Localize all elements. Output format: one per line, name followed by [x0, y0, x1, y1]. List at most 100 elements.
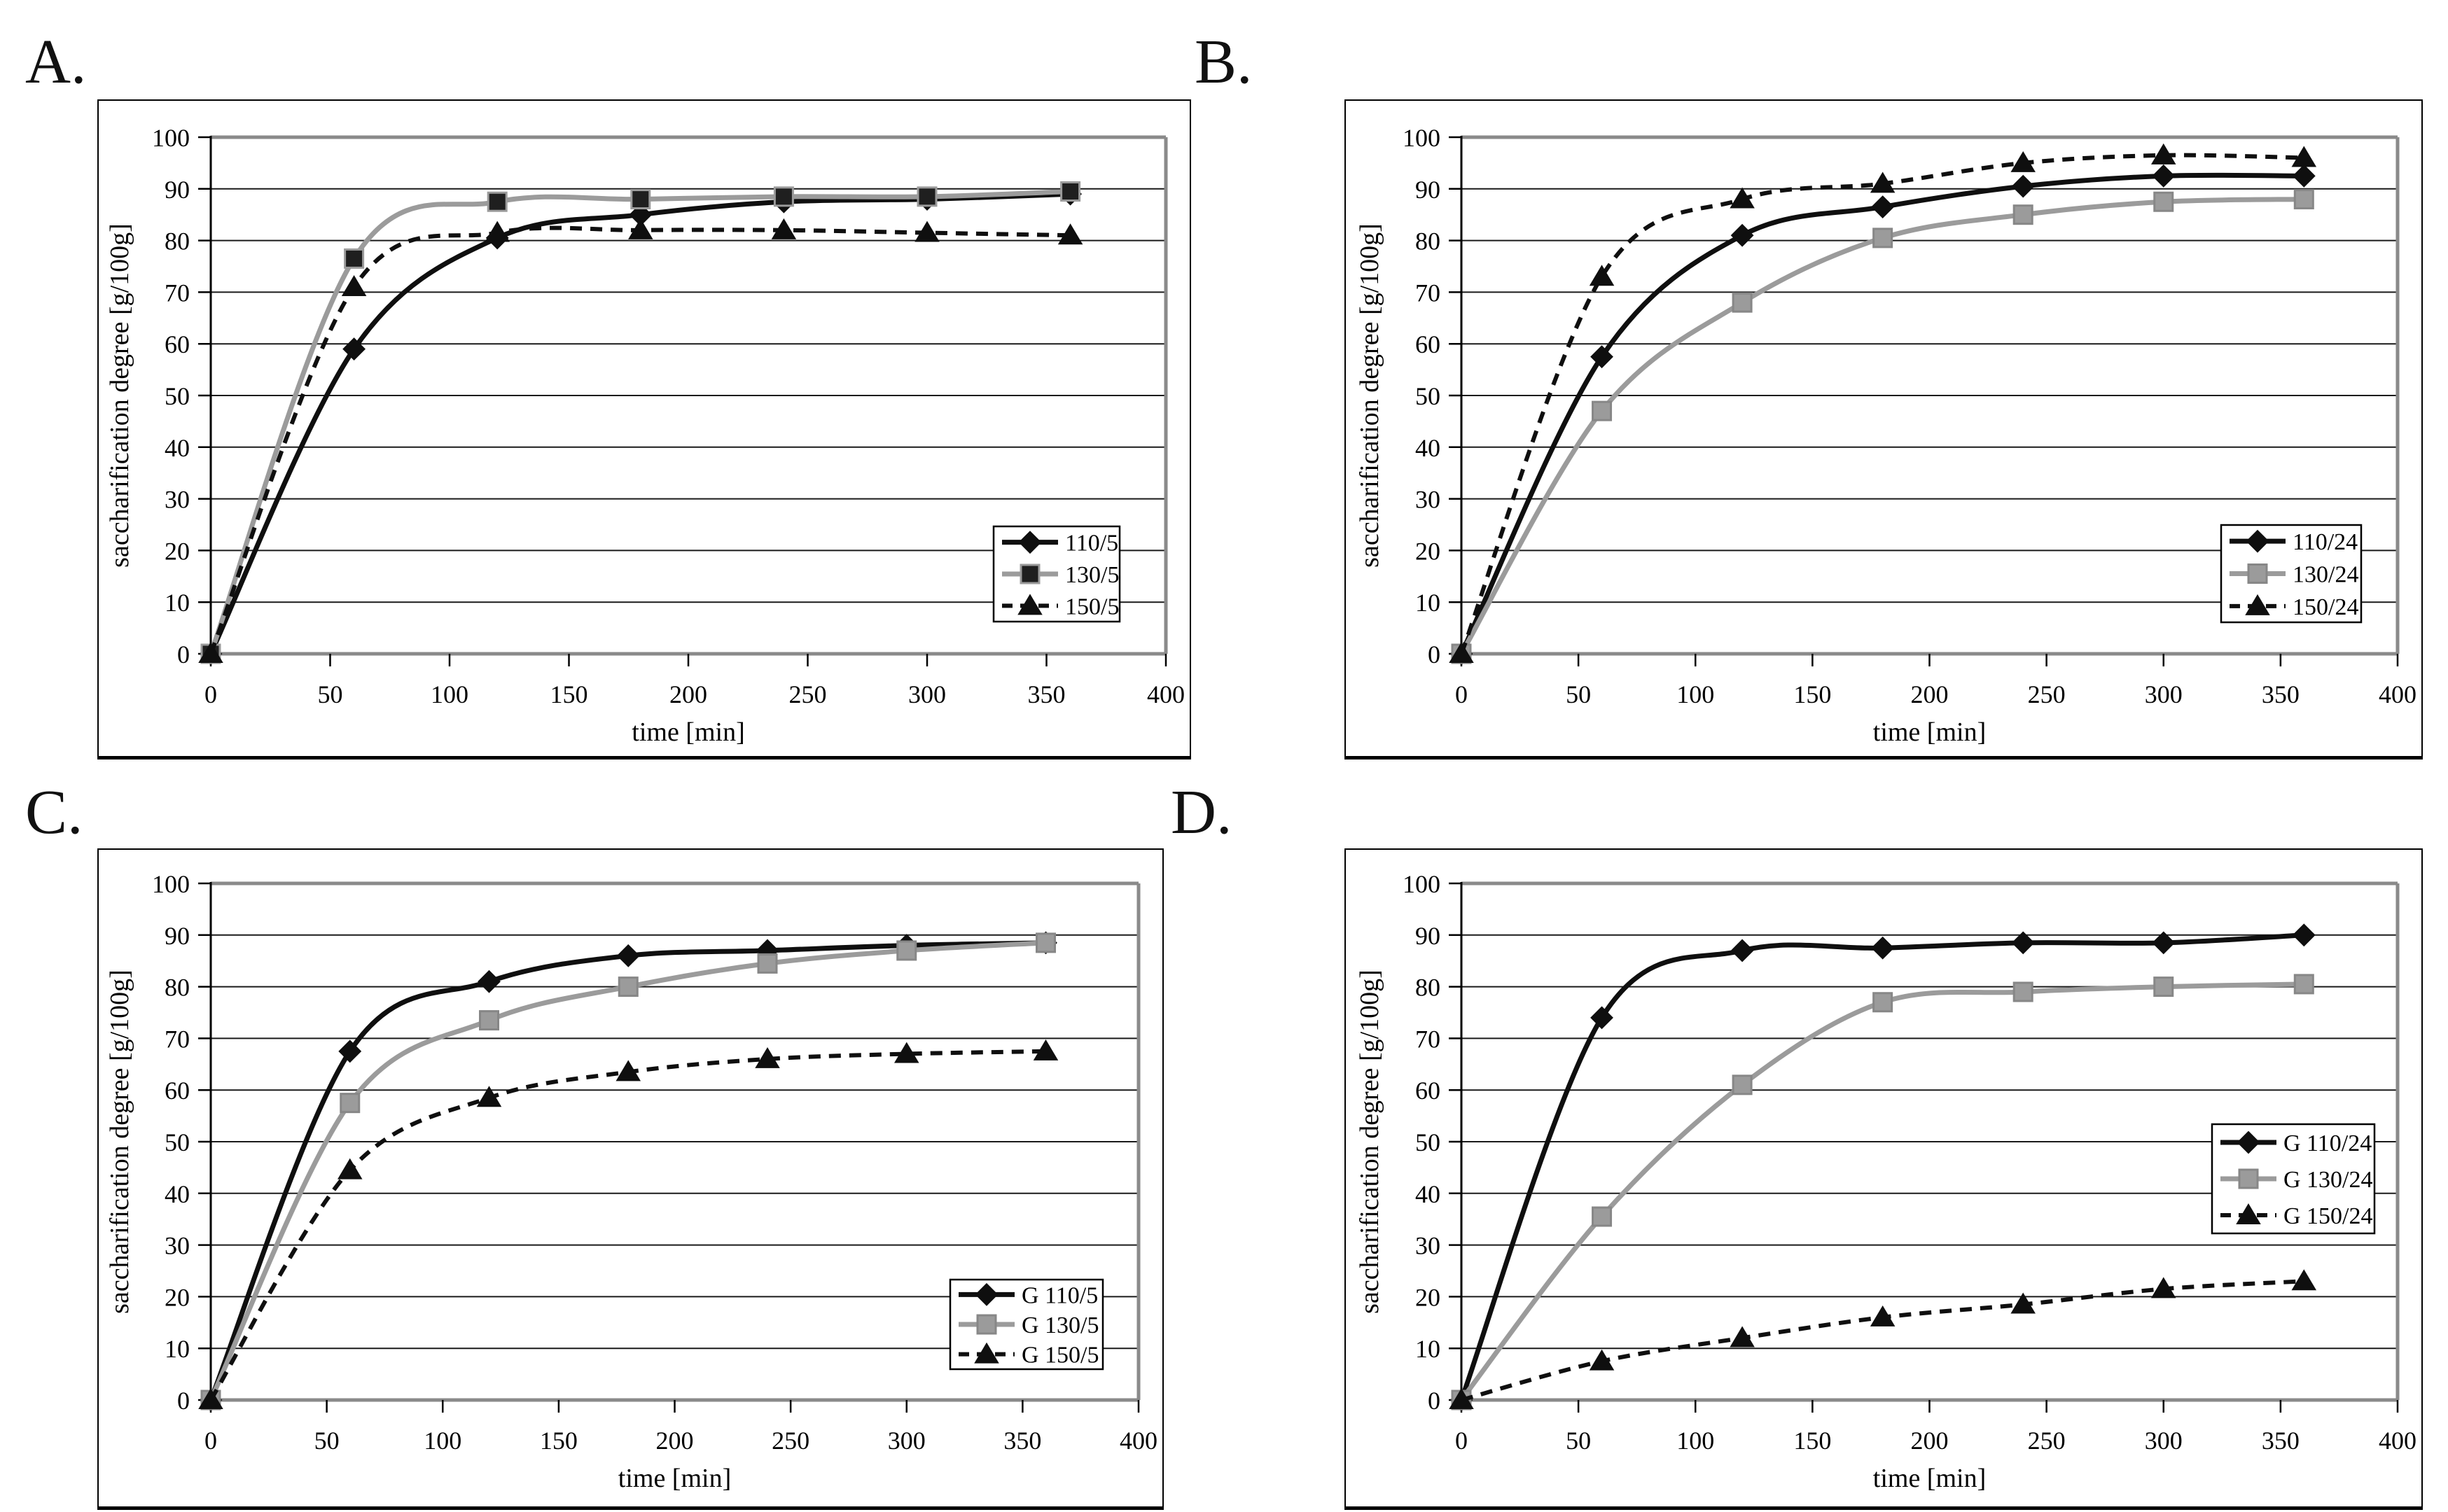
series-G130/24-markers — [1451, 974, 2314, 1410]
y-tick-label: 80 — [165, 974, 190, 1002]
square-marker — [1732, 292, 1753, 313]
series-G150/24-markers — [1449, 1269, 2317, 1409]
panel-label-b: B. — [1195, 27, 1253, 97]
x-tick-label: 250 — [789, 680, 827, 708]
diamond-marker — [2292, 164, 2316, 188]
square-marker — [630, 189, 651, 210]
y-tick-label: 90 — [165, 922, 190, 950]
y-tick-label: 100 — [152, 124, 190, 152]
triangle-marker — [2010, 1292, 2036, 1314]
diamond-marker — [1871, 195, 1895, 219]
square-marker — [2293, 974, 2314, 995]
x-tick-label: 300 — [2145, 680, 2183, 708]
triangle-marker — [1870, 1305, 1896, 1326]
x-tick-label: 350 — [1028, 680, 1066, 708]
legend-diamond-marker — [2246, 529, 2269, 553]
series-G130/5-line — [208, 940, 1046, 1401]
chart-svg-b: 0 10 20 30 40 50 60 70 80 90 100 0 50 100 150 200 250 300… — [1355, 124, 2416, 747]
square-marker — [479, 1010, 499, 1031]
legend-label: 110/5 — [1065, 531, 1118, 556]
legend-triangle-marker — [2245, 594, 2270, 615]
series-G110/5-markers — [199, 931, 1057, 1412]
y-tick-label: 50 — [1415, 382, 1440, 410]
chart-panel-a: 0 10 20 30 40 50 60 70 80 90 100 0 50 100 150 200 250 300… — [97, 99, 1191, 760]
x-tick-label: 400 — [1147, 680, 1185, 708]
x-tick-label: 250 — [2028, 1427, 2066, 1455]
diamond-marker — [1730, 223, 1754, 247]
legend-item-G130/24: G 130/24 — [2220, 1167, 2373, 1193]
legend-item-G150/5: G 150/5 — [959, 1343, 1099, 1368]
y-tick-label: 20 — [165, 537, 190, 565]
series-G150/5-markers — [198, 1039, 1059, 1409]
y-tick-label: 40 — [165, 1180, 190, 1208]
x-axis-title: time [min] — [618, 1464, 731, 1493]
series-G130/5-markers — [200, 932, 1056, 1410]
y-tick-label: 30 — [1415, 1232, 1440, 1260]
panel-label-d: D. — [1171, 778, 1232, 847]
x-tick-label: 50 — [318, 680, 343, 708]
x-tick-label: 100 — [1676, 680, 1714, 708]
y-tick-label: 0 — [1428, 1387, 1440, 1415]
y-tick-label: 90 — [1415, 176, 1440, 204]
legend: G 110/24 G 130/24 G 150/24 — [2211, 1123, 2376, 1235]
triangle-marker — [755, 1046, 780, 1068]
legend-label: G 130/5 — [1022, 1312, 1099, 1338]
triangle-marker — [2010, 150, 2036, 172]
y-tick-label: 60 — [1415, 1077, 1440, 1105]
diamond-marker — [2292, 923, 2316, 947]
y-tick-label: 70 — [1415, 279, 1440, 307]
diamond-marker — [338, 1040, 362, 1063]
legend-item-G110/24: G 110/24 — [2220, 1130, 2372, 1156]
x-tick-label: 350 — [2262, 680, 2300, 708]
series-130/5-line — [208, 189, 1071, 655]
x-tick-label: 50 — [1566, 680, 1591, 708]
legend-label: G 130/24 — [2283, 1167, 2373, 1193]
square-marker — [2012, 981, 2033, 1002]
legend-diamond-marker — [1018, 531, 1042, 554]
legend: 110/24 130/24 150/24 — [2220, 524, 2363, 624]
legend-label: 110/24 — [2293, 529, 2358, 555]
triangle-marker — [1589, 1349, 1615, 1371]
legend-label: 150/24 — [2293, 594, 2358, 620]
square-marker — [896, 940, 917, 961]
legend-label: G 150/5 — [1022, 1343, 1099, 1368]
x-tick-label: 150 — [1793, 1427, 1831, 1455]
diamond-marker — [1730, 939, 1754, 962]
y-axis-title: saccharification degree [g/100g] — [1355, 223, 1384, 568]
triangle-marker — [1589, 265, 1615, 286]
triangle-marker — [198, 642, 223, 663]
series-G150/5-line — [209, 1049, 1046, 1401]
x-tick-label: 100 — [431, 680, 468, 708]
diamond-marker — [2152, 931, 2176, 955]
y-tick-label: 50 — [1415, 1128, 1440, 1156]
triangle-marker — [893, 1042, 919, 1063]
series-110/5-markers — [199, 182, 1083, 666]
triangle-marker — [628, 218, 653, 239]
series-150/5-line — [209, 225, 1071, 655]
y-tick-label: 90 — [165, 176, 190, 204]
panel-label-a: A. — [25, 27, 87, 97]
x-axis-title: time [min] — [1873, 718, 1986, 747]
legend-triangle-marker — [1017, 594, 1043, 615]
legend-square-marker — [1020, 564, 1041, 584]
triangle-marker — [1870, 172, 1896, 193]
legend-label: G 110/24 — [2283, 1130, 2372, 1156]
square-marker — [1592, 400, 1613, 421]
legend-triangle-marker — [2236, 1203, 2261, 1224]
legend: 110/5 130/5 150/5 — [992, 525, 1121, 623]
legend-item-G150/24: G 150/24 — [2220, 1203, 2373, 1229]
series-150/24-line — [1459, 153, 2304, 655]
square-marker — [1036, 932, 1056, 953]
y-tick-label: 20 — [1415, 1283, 1440, 1311]
y-tick-label: 0 — [1428, 640, 1440, 668]
y-tick-label: 60 — [165, 1077, 190, 1105]
legend-square-marker — [976, 1314, 997, 1335]
legend-item-G130/5: G 130/5 — [959, 1312, 1099, 1338]
x-tick-label: 250 — [2028, 680, 2066, 708]
square-marker — [2293, 189, 2314, 210]
y-tick-label: 20 — [1415, 537, 1440, 565]
series-110/5-line — [208, 191, 1071, 655]
x-tick-label: 200 — [669, 680, 707, 708]
y-tick-label: 60 — [165, 330, 190, 358]
square-marker — [344, 248, 365, 269]
